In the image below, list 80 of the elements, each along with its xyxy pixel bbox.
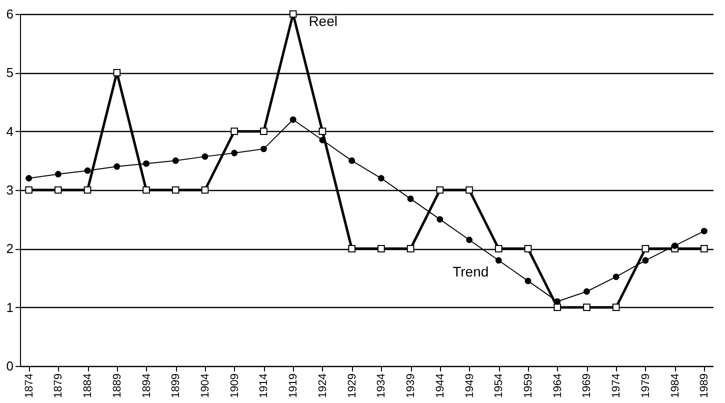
point	[436, 186, 444, 194]
point	[290, 116, 296, 123]
x-tick-label: 1944	[434, 374, 446, 398]
x-tick-label: 1929	[346, 374, 358, 398]
point	[25, 186, 32, 194]
point	[436, 216, 444, 223]
x-tick-label: 1919	[288, 374, 300, 398]
point	[202, 153, 208, 160]
x-tick-label: 1989	[698, 374, 711, 398]
x-tick-label: 1969	[581, 374, 594, 398]
x-tick-label: 1909	[228, 374, 241, 398]
point	[113, 69, 121, 76]
x-tick-label: 1879	[52, 374, 65, 398]
point	[172, 157, 179, 164]
point	[524, 245, 532, 252]
point	[54, 170, 62, 178]
y-tick-label: 4	[6, 124, 14, 139]
y-tick-label: 5	[6, 65, 14, 80]
point	[583, 288, 590, 295]
x-tick-label: 1954	[493, 374, 506, 398]
point	[231, 150, 238, 156]
point	[142, 186, 150, 194]
x-tick-label: 1894	[140, 374, 153, 398]
x-tick-label: 1924	[316, 374, 329, 398]
point	[554, 304, 562, 311]
point	[524, 278, 532, 284]
point	[700, 228, 708, 234]
point	[378, 175, 384, 182]
x-tick-label: 1899	[170, 374, 182, 398]
x-tick-label: 1964	[552, 374, 564, 398]
y-tick-label: 3	[6, 182, 14, 198]
point	[642, 245, 650, 252]
x-tick-label: 1934	[376, 374, 388, 398]
point	[114, 163, 120, 170]
point	[348, 245, 356, 252]
point	[319, 136, 326, 144]
x-tick-label: 1884	[82, 374, 94, 398]
point	[84, 186, 92, 194]
y-tick-label: 1	[6, 300, 14, 315]
x-tick-label: 1889	[111, 374, 124, 398]
point	[554, 298, 561, 305]
y-tick-label: 0	[6, 358, 14, 374]
point	[495, 257, 502, 264]
x-tick-label: 1984	[669, 374, 682, 398]
point	[230, 128, 238, 135]
point	[54, 186, 62, 194]
x-tick-label: 1904	[199, 374, 212, 398]
point	[260, 146, 267, 152]
point	[672, 242, 678, 249]
point	[378, 245, 385, 252]
x-tick-label: 1914	[258, 374, 270, 398]
point	[318, 128, 326, 135]
point	[348, 157, 356, 164]
point	[612, 304, 620, 311]
x-tick-label: 1974	[610, 374, 623, 398]
point	[494, 245, 502, 252]
point	[289, 10, 297, 18]
y-tick-label: 2	[6, 241, 14, 256]
point	[201, 186, 209, 194]
point	[612, 274, 620, 280]
x-tick-label: 1979	[640, 374, 652, 398]
point	[700, 245, 708, 252]
point	[84, 167, 91, 174]
x-tick-label: 1939	[405, 374, 418, 398]
x-tick-label: 1949	[464, 374, 476, 398]
x-tick-label: 1874	[23, 374, 36, 398]
x-tick-label: 1959	[522, 374, 535, 398]
point	[26, 175, 32, 182]
point	[260, 128, 268, 135]
y-tick-label: 6	[6, 6, 14, 22]
point	[642, 257, 649, 264]
series-label: Trend	[452, 263, 489, 280]
point	[466, 186, 473, 194]
point	[172, 186, 180, 194]
point	[407, 196, 414, 202]
point	[466, 236, 473, 244]
series-label: Reel	[308, 13, 338, 29]
point	[583, 304, 590, 311]
point	[406, 245, 414, 252]
point	[143, 160, 150, 167]
